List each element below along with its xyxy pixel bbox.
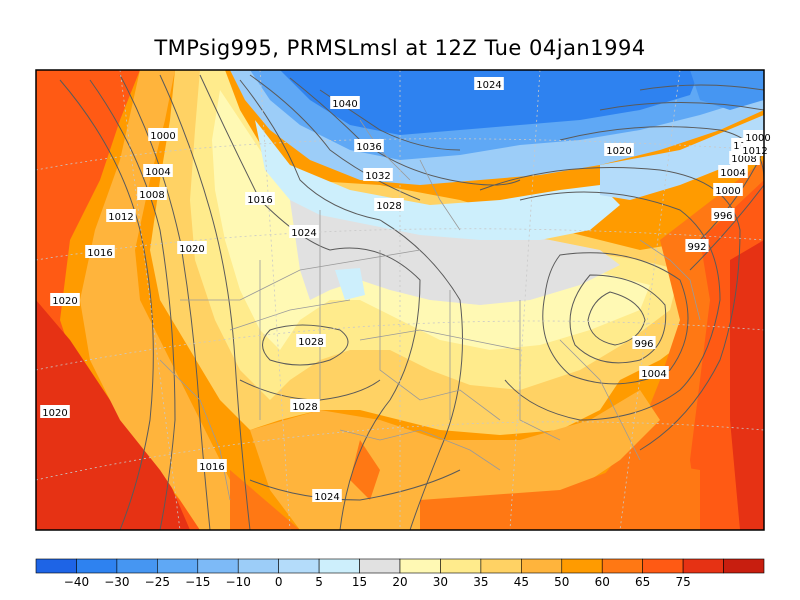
svg-text:1024: 1024: [476, 80, 501, 91]
svg-text:1004: 1004: [641, 369, 666, 380]
isobar-label: 1020: [604, 143, 634, 157]
isobar-label: 1000: [148, 128, 178, 142]
svg-text:996: 996: [713, 211, 732, 222]
isobar-label: 1000: [713, 183, 743, 197]
colorbar-label: 5: [315, 575, 323, 589]
colorbar-swatch: [359, 558, 401, 574]
colorbar-swatch: [521, 558, 563, 574]
svg-text:1036: 1036: [356, 142, 381, 153]
isobar-label: 996: [711, 208, 735, 222]
colorbar-swatch: [157, 558, 199, 574]
colorbar-swatch: [399, 558, 441, 574]
svg-text:1012: 1012: [108, 212, 133, 223]
colorbar-swatch: [318, 558, 360, 574]
isobar-label: 1028: [290, 399, 320, 413]
svg-text:1000: 1000: [150, 131, 175, 142]
colorbar-label: 0: [275, 575, 283, 589]
isobar-label: 1016: [85, 245, 115, 259]
isobar-label: 1012: [106, 209, 136, 223]
svg-text:1004: 1004: [720, 168, 745, 179]
colorbar-label: 30: [433, 575, 448, 589]
isobars: [36, 70, 764, 530]
svg-text:1020: 1020: [179, 244, 204, 255]
svg-text:1028: 1028: [376, 201, 401, 212]
colorbar-label: 35: [473, 575, 488, 589]
isobar-label: 1004: [639, 366, 669, 380]
svg-text:1020: 1020: [52, 296, 77, 307]
svg-text:1020: 1020: [42, 408, 67, 419]
svg-text:1004: 1004: [145, 167, 170, 178]
colorbar-swatch: [278, 558, 320, 574]
colorbar-label: 50: [554, 575, 569, 589]
colorbar-label: −30: [104, 575, 129, 589]
svg-text:1024: 1024: [314, 492, 339, 503]
colorbar-swatch: [197, 558, 239, 574]
isobar-label: 996: [632, 336, 656, 350]
map-title: TMPsig995, PRMSLmsl at 12Z Tue 04jan1994: [154, 36, 646, 60]
svg-text:1020: 1020: [606, 146, 631, 157]
svg-text:1040: 1040: [332, 99, 357, 110]
svg-text:1000: 1000: [745, 133, 770, 144]
svg-text:1008: 1008: [731, 154, 756, 165]
colorbar-swatch: [35, 558, 77, 574]
colorbar-swatch: [116, 558, 158, 574]
isobar-label: 992: [685, 239, 709, 253]
colorbar-label: 65: [635, 575, 650, 589]
colorbar-swatch: [642, 558, 684, 574]
isobar-label: 1016: [197, 459, 227, 473]
colorbar-labels: −40 −30 −25 −15 −10 0 5 15 20 30 35 45 50 60 65 75: [64, 575, 691, 589]
colorbar-swatch: [237, 558, 279, 574]
svg-text:1012: 1012: [742, 146, 767, 157]
isobar-labels: 1040102410361032102810241020101610121008…: [40, 77, 773, 503]
colorbar-swatch: [440, 558, 482, 574]
isobar-label: 1024: [312, 489, 342, 503]
colorbar-label: 75: [675, 575, 690, 589]
isobar-label: 1036: [354, 139, 384, 153]
isobar-label: 1020: [50, 293, 80, 307]
colorbar-swatch: [480, 558, 522, 574]
svg-text:1016: 1016: [247, 195, 272, 206]
isobar-label: 1024: [474, 77, 504, 91]
svg-text:1024: 1024: [291, 228, 316, 239]
svg-text:1016: 1016: [199, 462, 224, 473]
svg-text:1028: 1028: [292, 402, 317, 413]
isobar-label: 1004: [143, 164, 173, 178]
colorbar-label: −25: [145, 575, 170, 589]
colorbar-label: 45: [514, 575, 529, 589]
svg-text:1008: 1008: [139, 190, 164, 201]
isobar-label: 1012: [740, 143, 770, 157]
isobar-label: 1028: [374, 198, 404, 212]
colorbar-label: 20: [392, 575, 407, 589]
colorbar-label: −15: [185, 575, 210, 589]
colorbar-label: 15: [352, 575, 367, 589]
isobar-label: 1008: [137, 187, 167, 201]
isobar-label: 1000: [743, 130, 773, 144]
svg-text:1028: 1028: [298, 337, 323, 348]
svg-text:996: 996: [634, 339, 653, 350]
svg-text:1016: 1016: [87, 248, 112, 259]
isobar-label: 1020: [40, 405, 70, 419]
colorbar-label: 60: [595, 575, 610, 589]
colorbar-swatch: [723, 558, 765, 574]
isobar-label: 1004: [718, 165, 748, 179]
colorbar-swatch: [76, 558, 118, 574]
isobar-label: 1032: [363, 168, 393, 182]
isobar-label: 1024: [289, 225, 319, 239]
svg-text:1000: 1000: [715, 186, 740, 197]
isobar-label: 1028: [296, 334, 326, 348]
colorbar: [35, 558, 765, 574]
colorbar-swatch: [561, 558, 603, 574]
colorbar-label: −40: [64, 575, 89, 589]
isobar-label: 1020: [177, 241, 207, 255]
colorbar-swatch: [682, 558, 724, 574]
svg-text:1032: 1032: [365, 171, 390, 182]
colorbar-label: −10: [226, 575, 251, 589]
svg-text:992: 992: [687, 242, 706, 253]
isobar-label: 1016: [245, 192, 275, 206]
colorbar-swatch: [601, 558, 643, 574]
map-frame: [35, 69, 765, 531]
isobar-label: 1040: [330, 96, 360, 110]
